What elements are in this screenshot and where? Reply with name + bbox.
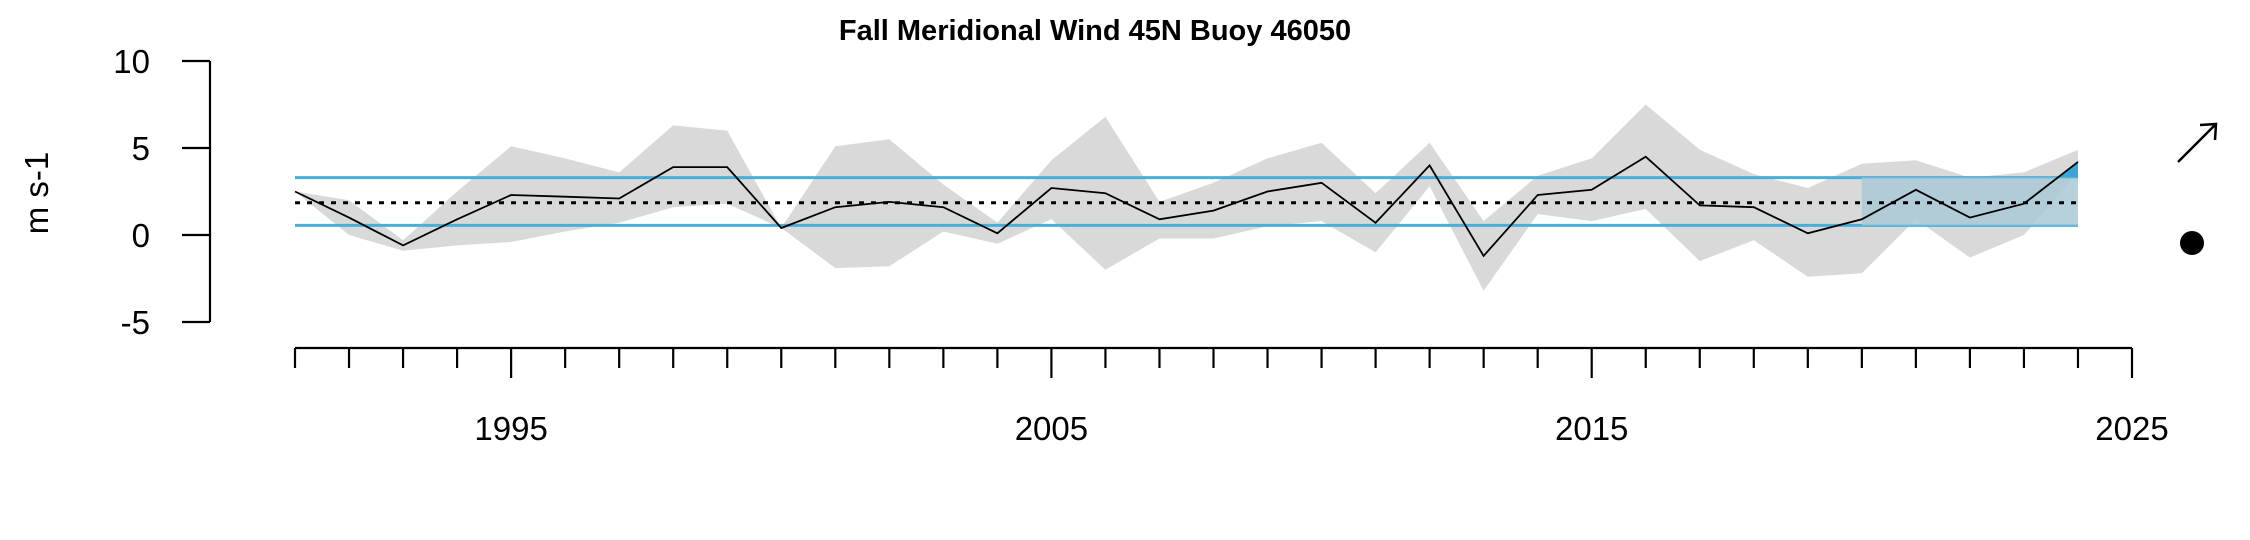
- y-axis-label: m s-1: [18, 152, 55, 235]
- y-tick-label: 0: [132, 217, 150, 254]
- trend-arrow-shaft: [2177, 123, 2217, 163]
- y-axis: -5 0 5 10: [113, 43, 212, 341]
- series-layer: [294, 155, 2079, 258]
- chart-title: Fall Meridional Wind 45N Buoy 46050: [839, 15, 1351, 47]
- x-tick-label: 2015: [1555, 410, 1628, 447]
- uncertainty-band-layer: [295, 104, 2078, 291]
- sd-lines-layer: [295, 176, 2078, 227]
- y-tick-label: 10: [113, 43, 150, 80]
- x-tick-label: 2005: [1015, 410, 1088, 447]
- y-tick-label: -5: [121, 304, 150, 341]
- x-axis: 1995 2005 2015 2025: [293, 346, 2169, 447]
- mean-status-dot-icon: [2180, 231, 2204, 255]
- x-tick-label: 2025: [2095, 410, 2168, 447]
- series-line: [294, 155, 2079, 258]
- uncertainty-band: [295, 104, 2078, 291]
- y-tick-label: 5: [132, 130, 150, 167]
- trend-arrow-head: [2199, 122, 2218, 141]
- symbols-layer: [2177, 122, 2218, 255]
- trend-arrow-icon: [2177, 122, 2218, 163]
- x-tick-label: 1995: [474, 410, 547, 447]
